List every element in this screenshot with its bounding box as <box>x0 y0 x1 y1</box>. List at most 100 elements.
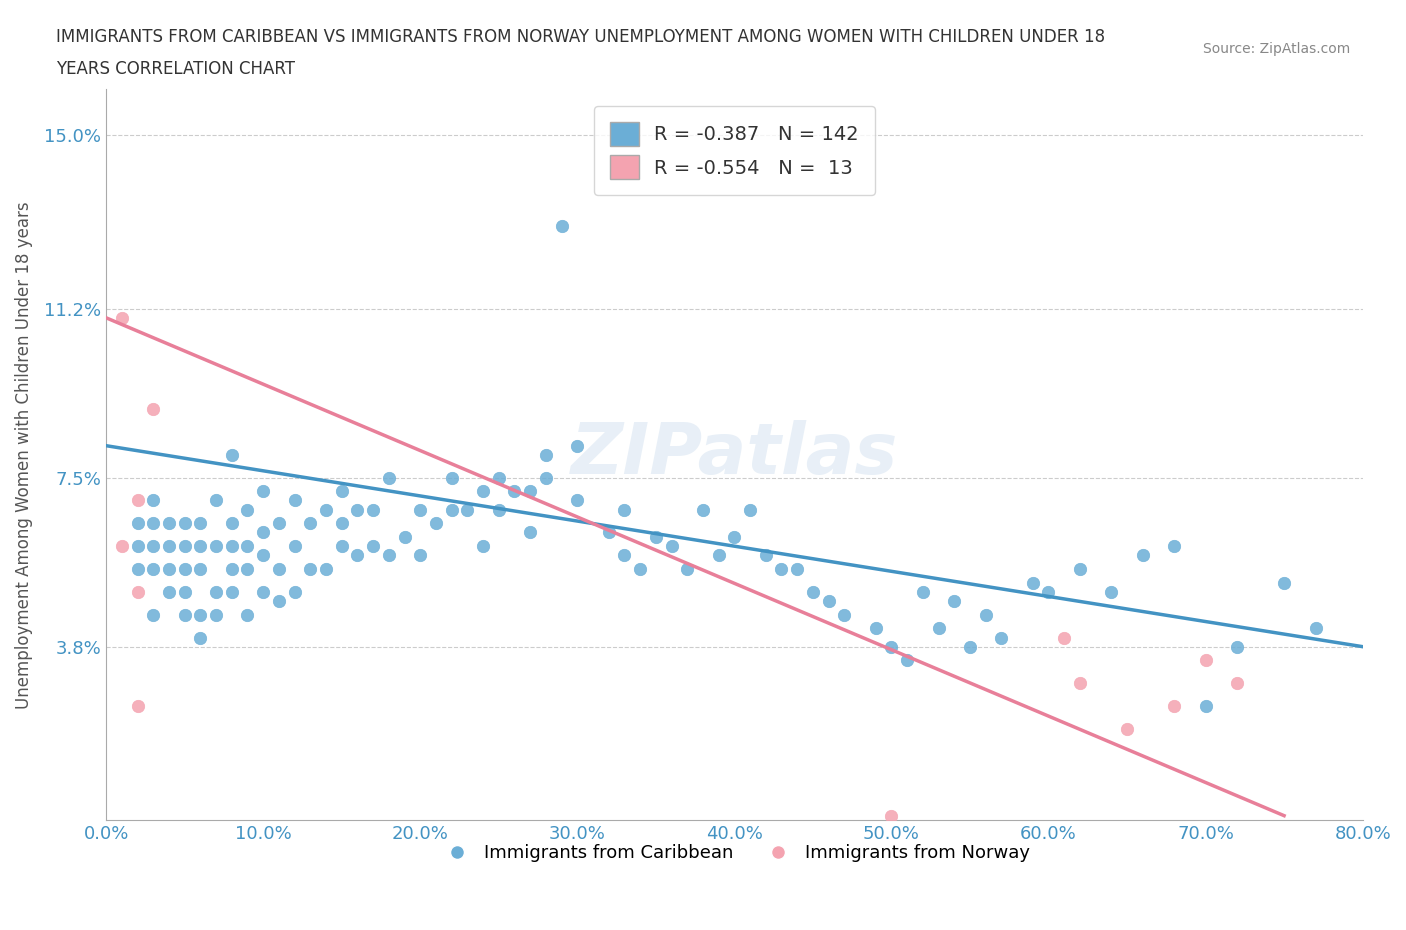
Text: ZIPatlas: ZIPatlas <box>571 420 898 489</box>
Point <box>661 538 683 553</box>
Point <box>252 584 274 599</box>
Point <box>378 548 401 563</box>
Point <box>127 584 149 599</box>
Point <box>723 529 745 544</box>
Point <box>1022 576 1045 591</box>
Point <box>519 525 541 540</box>
Point <box>330 538 353 553</box>
Point <box>738 502 761 517</box>
Point <box>111 311 134 325</box>
Point <box>1194 653 1216 668</box>
Point <box>111 538 134 553</box>
Point <box>252 484 274 498</box>
Point <box>299 516 322 531</box>
Point <box>409 548 432 563</box>
Point <box>284 493 307 508</box>
Point <box>221 516 243 531</box>
Point <box>488 471 510 485</box>
Point <box>142 516 165 531</box>
Point <box>990 631 1012 645</box>
Point <box>173 584 195 599</box>
Point <box>613 548 636 563</box>
Point <box>644 529 666 544</box>
Point <box>472 484 495 498</box>
Point <box>188 607 211 622</box>
Point <box>157 516 180 531</box>
Point <box>267 562 290 577</box>
Point <box>1116 722 1139 737</box>
Point <box>173 516 195 531</box>
Point <box>299 562 322 577</box>
Legend: Immigrants from Caribbean, Immigrants from Norway: Immigrants from Caribbean, Immigrants fr… <box>432 837 1038 870</box>
Point <box>127 516 149 531</box>
Point <box>315 562 337 577</box>
Point <box>817 593 839 608</box>
Point <box>205 584 228 599</box>
Point <box>330 516 353 531</box>
Point <box>252 525 274 540</box>
Point <box>1069 676 1091 691</box>
Point <box>173 562 195 577</box>
Point <box>205 493 228 508</box>
Point <box>127 698 149 713</box>
Point <box>519 484 541 498</box>
Point <box>974 607 997 622</box>
Point <box>928 621 950 636</box>
Point <box>127 562 149 577</box>
Point <box>127 538 149 553</box>
Point <box>896 653 918 668</box>
Point <box>834 607 856 622</box>
Point <box>1069 562 1091 577</box>
Point <box>221 562 243 577</box>
Point <box>205 607 228 622</box>
Point <box>472 538 495 553</box>
Point <box>142 402 165 417</box>
Point <box>221 538 243 553</box>
Point <box>346 502 368 517</box>
Point <box>488 502 510 517</box>
Point <box>409 502 432 517</box>
Text: Source: ZipAtlas.com: Source: ZipAtlas.com <box>1202 42 1350 56</box>
Point <box>1226 639 1249 654</box>
Point <box>770 562 793 577</box>
Point <box>188 516 211 531</box>
Point <box>267 516 290 531</box>
Point <box>284 584 307 599</box>
Point <box>361 538 384 553</box>
Point <box>267 593 290 608</box>
Point <box>142 493 165 508</box>
Point <box>755 548 778 563</box>
Point <box>801 584 824 599</box>
Point <box>440 471 463 485</box>
Point <box>567 438 589 453</box>
Point <box>252 548 274 563</box>
Point <box>676 562 699 577</box>
Point <box>567 493 589 508</box>
Point <box>284 538 307 553</box>
Point <box>236 562 259 577</box>
Point <box>628 562 651 577</box>
Point <box>880 639 903 654</box>
Point <box>188 538 211 553</box>
Point <box>205 538 228 553</box>
Point <box>173 607 195 622</box>
Point <box>361 502 384 517</box>
Point <box>550 219 572 233</box>
Point <box>707 548 730 563</box>
Text: YEARS CORRELATION CHART: YEARS CORRELATION CHART <box>56 60 295 78</box>
Point <box>1132 548 1154 563</box>
Point <box>959 639 981 654</box>
Point <box>1305 621 1327 636</box>
Point <box>236 538 259 553</box>
Point <box>378 471 401 485</box>
Point <box>315 502 337 517</box>
Point <box>330 484 353 498</box>
Point <box>534 471 557 485</box>
Point <box>1226 676 1249 691</box>
Point <box>188 562 211 577</box>
Point <box>1163 538 1185 553</box>
Point <box>394 529 416 544</box>
Point <box>440 502 463 517</box>
Point <box>1194 698 1216 713</box>
Point <box>1038 584 1060 599</box>
